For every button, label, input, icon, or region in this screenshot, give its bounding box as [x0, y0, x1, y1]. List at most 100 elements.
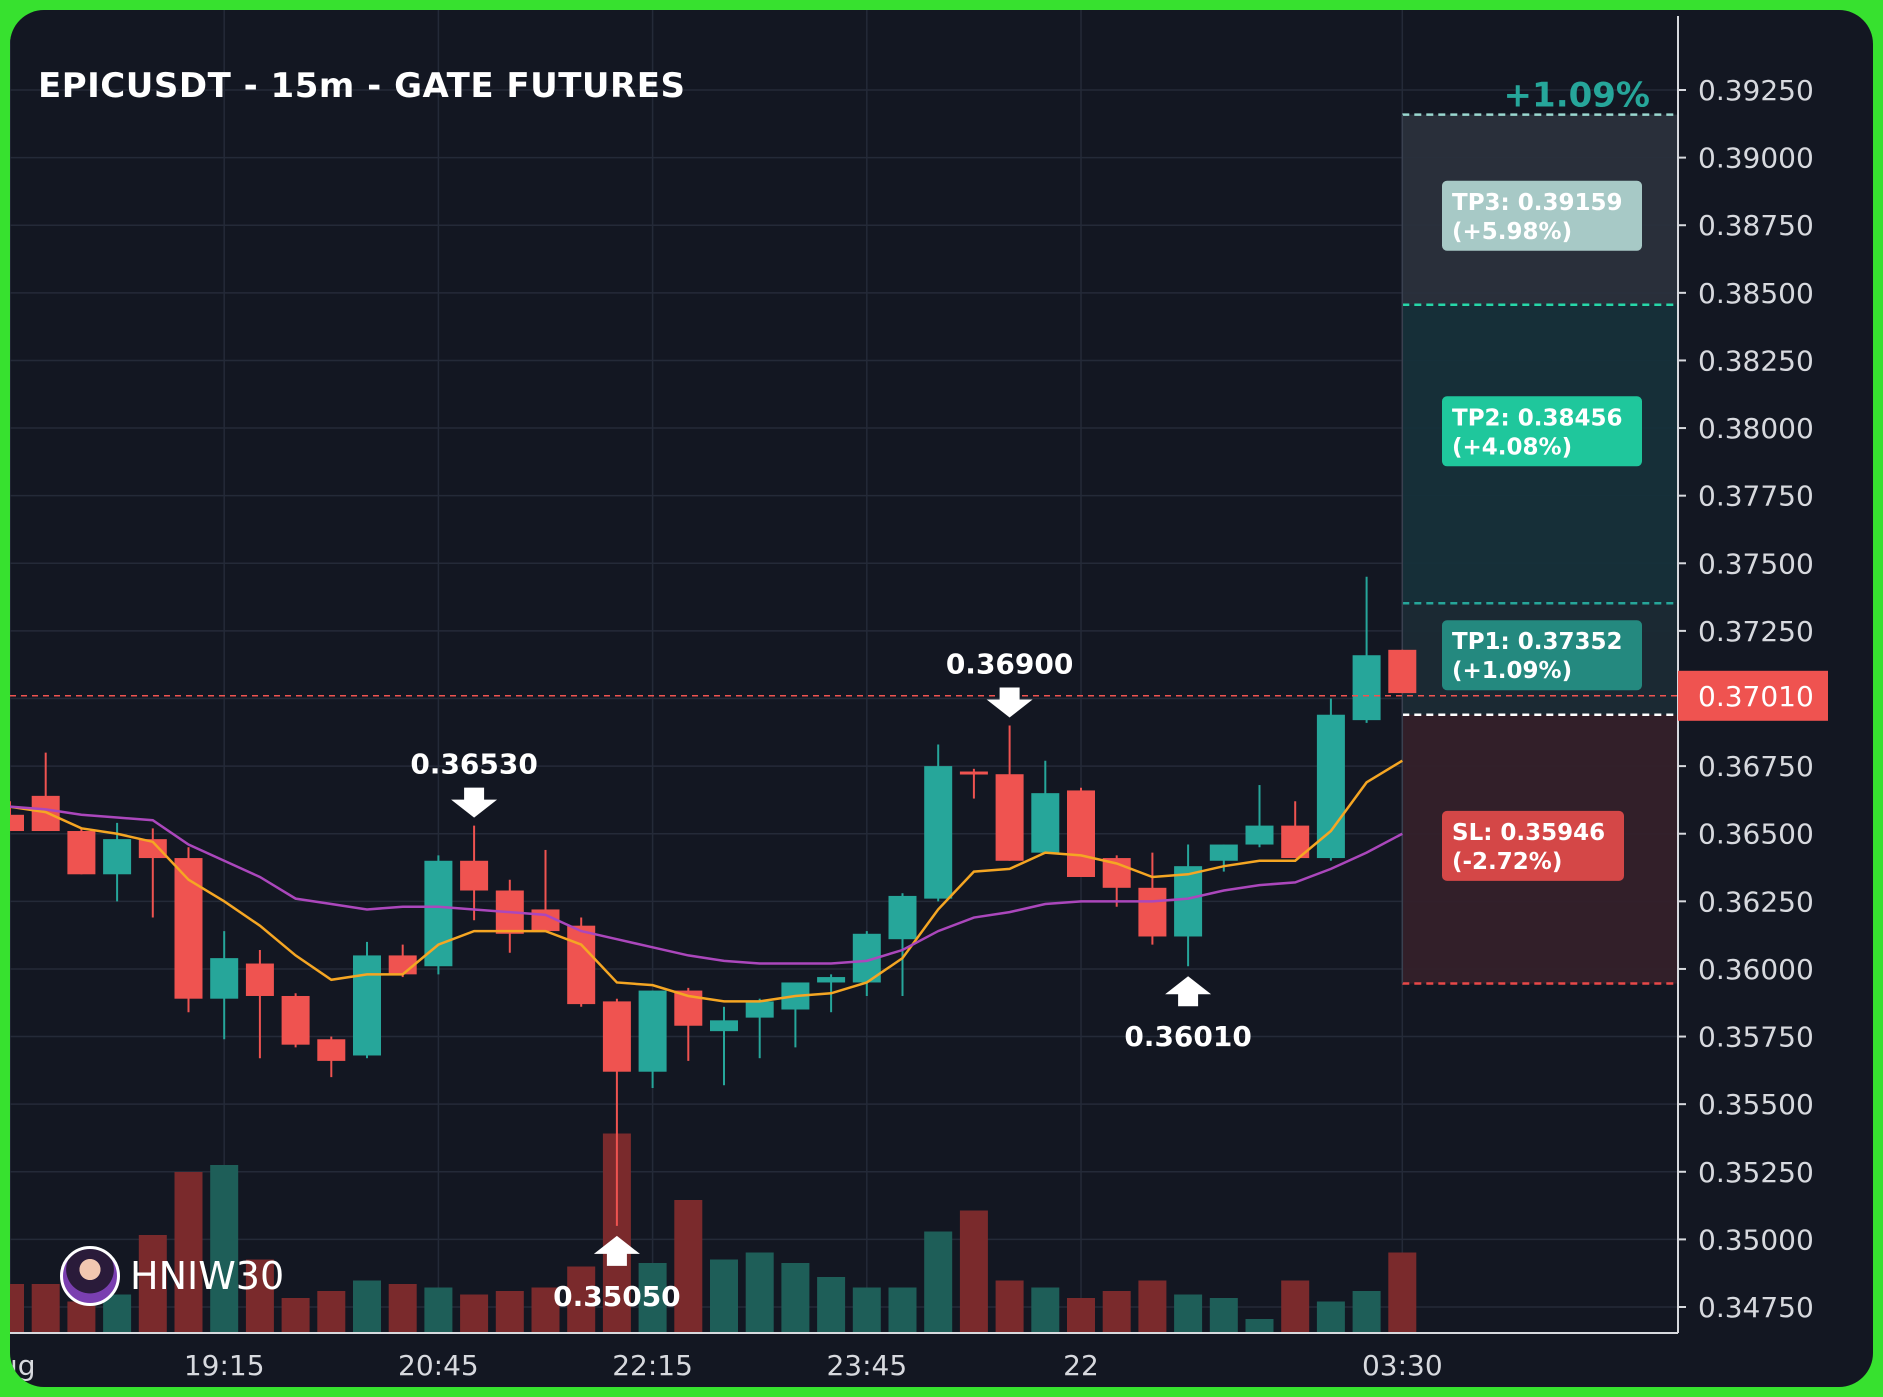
volume-bar	[995, 1280, 1024, 1333]
candle-body	[1067, 790, 1095, 877]
candle-body	[281, 995, 310, 1045]
price-tick-label: 0.39000	[1698, 142, 1814, 175]
volume-bar	[10, 1284, 24, 1333]
volume-bar	[245, 1259, 274, 1333]
target-labels: TP3: 0.39159 (+5.98%) TP2: 0.38456 (+4.08%)…	[1442, 180, 1642, 881]
current-price-badge	[1678, 670, 1828, 721]
price-annotation-label: 0.36010	[1124, 1020, 1252, 1053]
volume-bar	[1174, 1294, 1203, 1333]
price-tick-label: 0.35500	[1698, 1088, 1814, 1121]
sl-label-box	[1442, 810, 1624, 881]
candle-body	[959, 771, 988, 775]
candle-body	[1138, 887, 1167, 937]
candle-body	[1316, 714, 1345, 859]
volume-bar	[745, 1252, 774, 1333]
ema-slow-line	[10, 805, 1403, 965]
price-tick-label: 0.39250	[1698, 74, 1814, 107]
volume-bar	[495, 1291, 524, 1333]
volume-bar	[103, 1294, 132, 1333]
candle-body	[67, 831, 96, 875]
candle-body	[10, 814, 24, 832]
candle-body	[710, 1020, 738, 1032]
arrow-up-icon	[1165, 976, 1212, 1007]
volume-bar	[1245, 1319, 1274, 1333]
tp3-label-price: TP3: 0.39159	[1452, 190, 1623, 216]
price-tick-label: 0.34750	[1698, 1291, 1814, 1324]
volume-bar	[710, 1259, 738, 1333]
tp1-label-price: TP1: 0.37352	[1452, 629, 1623, 655]
candle-body	[888, 895, 917, 940]
candle-body	[602, 1001, 631, 1072]
time-tick-label: 23:45	[826, 1349, 907, 1382]
candle-body	[460, 860, 489, 891]
candle-body	[745, 1001, 774, 1018]
axes: 0.39250 0.39000 0.38750 0.38500 0.38250 0.380…	[10, 16, 1828, 1382]
trader-avatar-icon	[60, 1246, 120, 1306]
brand-name: HNIW30	[130, 1254, 285, 1298]
volume-bar	[1352, 1291, 1381, 1333]
volume-bar	[638, 1263, 667, 1333]
volume-bar	[531, 1287, 560, 1333]
volume-bars	[10, 1133, 1417, 1333]
price-tick-label: 0.38000	[1698, 412, 1814, 445]
price-annotation-label: 0.36530	[410, 748, 538, 781]
candle-body	[424, 860, 453, 967]
price-annotation-label: 0.35050	[553, 1280, 681, 1313]
volume-bar	[674, 1200, 703, 1333]
volume-bar	[460, 1294, 489, 1333]
price-annotation-label: 0.36900	[946, 648, 1074, 681]
time-tick-label: 19:15	[184, 1349, 265, 1382]
moving-averages	[10, 759, 1403, 1003]
candle-body	[638, 990, 667, 1072]
tp3-label-percent: (+5.98%)	[1452, 219, 1572, 245]
volume-bar	[1031, 1287, 1060, 1333]
tp1-label-box	[1442, 620, 1642, 691]
volume-bar	[1102, 1291, 1131, 1333]
candle-body	[1209, 844, 1238, 861]
price-tick-label: 0.37250	[1698, 615, 1814, 648]
candle-body	[317, 1039, 346, 1061]
volume-bar	[888, 1287, 917, 1333]
candle-body	[1352, 655, 1381, 721]
arrow-down-icon	[986, 687, 1033, 718]
tp1-label-percent: (+1.09%)	[1452, 658, 1572, 684]
price-tick-label: 0.37750	[1698, 480, 1814, 513]
tp2-label-percent: (+4.08%)	[1452, 434, 1572, 460]
volume-bar	[174, 1172, 203, 1333]
time-tick-label: 20:45	[398, 1349, 479, 1382]
time-tick-label: ıg	[10, 1349, 36, 1382]
candle-body	[817, 977, 846, 983]
volume-bar	[353, 1280, 381, 1333]
position-return-label: +1.09%	[1504, 76, 1650, 116]
candle-body	[353, 955, 381, 1056]
current-price-label: 0.37010	[1698, 680, 1814, 713]
sl-label-percent: (-2.72%)	[1452, 849, 1562, 875]
candles	[10, 576, 1417, 1226]
volume-bar	[1388, 1252, 1417, 1333]
volume-bar	[959, 1210, 988, 1333]
volume-bar	[31, 1284, 60, 1333]
candle-body	[138, 839, 167, 859]
candle-body	[1388, 649, 1417, 694]
arrow-down-icon	[451, 787, 498, 818]
volume-bar	[924, 1231, 953, 1333]
price-tick-label: 0.38750	[1698, 209, 1814, 242]
candle-body	[245, 963, 274, 996]
price-tick-label: 0.36500	[1698, 818, 1814, 851]
candle-body	[924, 766, 953, 899]
candlestick-chart[interactable]: +1.09% TP3: 0.39159 (+5.98%) TP2: 0.38456 (…	[10, 10, 1873, 1387]
price-tick-label: 0.35000	[1698, 1223, 1814, 1256]
volume-bar	[281, 1298, 310, 1333]
price-tick-label: 0.36000	[1698, 953, 1814, 986]
chart-title: EPICUSDT - 15m - GATE FUTURES	[38, 66, 686, 106]
volume-bar	[1067, 1298, 1095, 1333]
candle-body	[210, 958, 239, 999]
price-tick-label: 0.35750	[1698, 1021, 1814, 1054]
time-tick-label: 22	[1063, 1349, 1099, 1382]
volume-bar	[388, 1284, 417, 1333]
volume-bar	[1138, 1280, 1167, 1333]
volume-bar	[67, 1301, 96, 1333]
candle-body	[1245, 825, 1274, 845]
price-tick-label: 0.35250	[1698, 1156, 1814, 1189]
price-tick-label: 0.38250	[1698, 344, 1814, 377]
